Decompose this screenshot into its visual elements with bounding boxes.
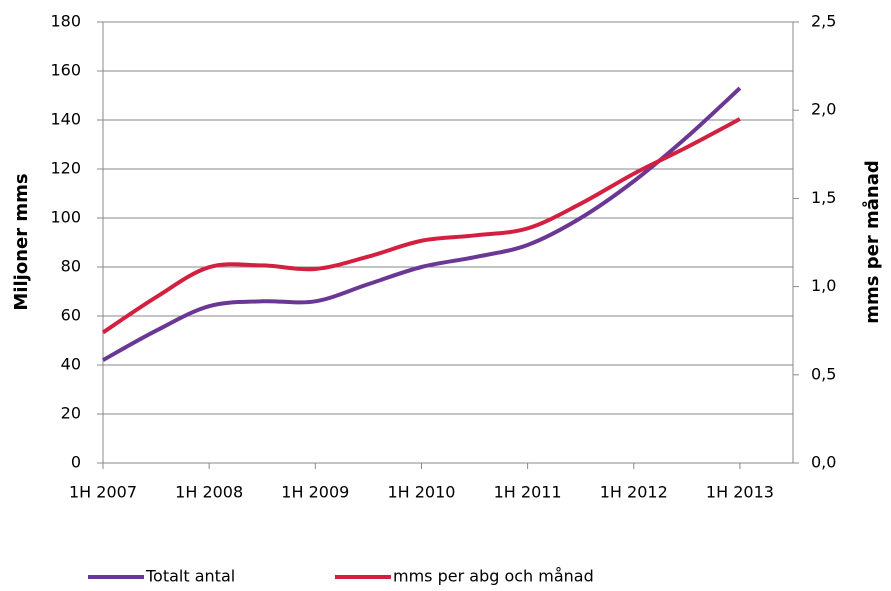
legend-label: Totalt antal — [145, 567, 235, 586]
y-tick-label: 100 — [50, 208, 81, 227]
x-tick-label: 1H 2012 — [600, 483, 668, 502]
y-tick-label: 140 — [50, 110, 81, 129]
y-tick-label: 60 — [61, 306, 81, 325]
y2-tick-label: 1,0 — [811, 276, 836, 295]
legend-label: mms per abg och månad — [393, 567, 594, 586]
series-line — [101, 117, 741, 335]
y2-tick-label: 1,5 — [811, 188, 836, 207]
y-tick-label: 120 — [50, 159, 81, 178]
series-line — [102, 86, 742, 362]
y-tick-label: 160 — [50, 61, 81, 80]
x-tick-label: 1H 2008 — [175, 483, 243, 502]
y-tick-label: 40 — [61, 355, 81, 374]
x-tick-label: 1H 2011 — [494, 483, 562, 502]
x-tick-label: 1H 2013 — [706, 483, 774, 502]
y-tick-label: 20 — [61, 404, 81, 423]
y-tick-label: 80 — [61, 257, 81, 276]
y2-tick-label: 2,5 — [811, 12, 836, 31]
y-tick-label: 0 — [71, 453, 81, 472]
y2-tick-label: 2,0 — [811, 100, 836, 119]
y-tick-label: 180 — [50, 12, 81, 31]
x-tick-label: 1H 2010 — [387, 483, 455, 502]
x-tick-label: 1H 2009 — [281, 483, 349, 502]
x-tick-label: 1H 2007 — [69, 483, 137, 502]
y2-axis-title: mms per månad — [861, 160, 883, 323]
y2-tick-label: 0,0 — [811, 453, 836, 472]
y2-tick-label: 0,5 — [811, 364, 836, 383]
y-axis-title: Miljoner mms — [11, 173, 32, 310]
